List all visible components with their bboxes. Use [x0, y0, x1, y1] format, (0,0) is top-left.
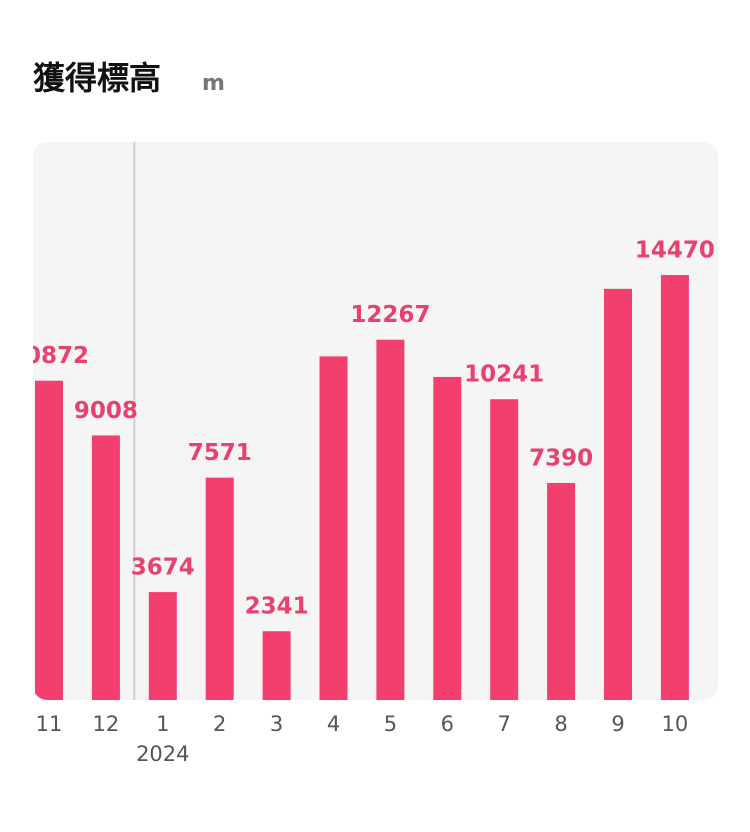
x-tick-label: 10: [662, 712, 689, 736]
x-tick-label: 1: [156, 712, 169, 736]
bar: [376, 339, 405, 700]
bar: [604, 288, 632, 700]
unit: m: [202, 71, 225, 96]
bar: [660, 275, 689, 700]
plot: 10872 9008 3674 7571 2341 12267 10241 7390 14470: [9, 142, 715, 700]
bar: [35, 380, 63, 700]
bar: [205, 477, 234, 700]
bar: [433, 376, 462, 700]
plot-panel: [33, 142, 718, 700]
year-label: 2024: [136, 742, 189, 766]
bar: [490, 399, 519, 700]
value-label: 3674: [131, 555, 195, 581]
x-tick-label: 4: [327, 712, 340, 736]
x-tick-label: 6: [441, 712, 454, 736]
value-label: 10241: [464, 362, 544, 388]
x-tick-label: 7: [498, 712, 511, 736]
x-tick-label: 5: [384, 712, 397, 736]
x-tick-label: 9: [611, 712, 624, 736]
bar: [262, 631, 291, 700]
value-label: 12267: [350, 302, 430, 328]
bar: [91, 435, 120, 700]
value-label: 2341: [245, 594, 309, 620]
x-tick-label: 12: [93, 712, 120, 736]
chart-title: 獲得標高: [33, 59, 161, 97]
value-label: 7390: [529, 445, 593, 471]
value-label: 14470: [635, 238, 715, 264]
x-tick-label: 3: [270, 712, 283, 736]
bar: [547, 482, 576, 700]
bar: [319, 356, 348, 700]
value-label: 9008: [74, 398, 138, 424]
value-label: 7571: [188, 440, 252, 466]
x-tick-label: 11: [36, 712, 63, 736]
value-label: 10872: [9, 343, 89, 369]
x-tick-label: 2: [213, 712, 226, 736]
bar: [148, 592, 177, 700]
x-tick-label: 8: [554, 712, 567, 736]
